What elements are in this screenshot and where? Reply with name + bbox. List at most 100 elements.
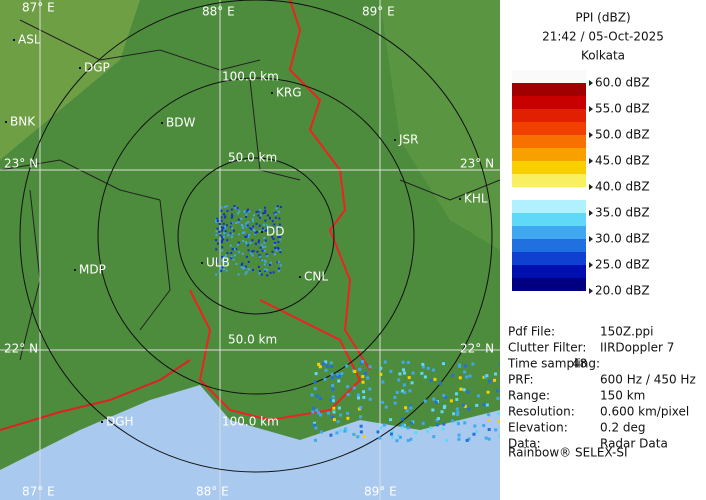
- echo: [452, 412, 456, 416]
- echo: [485, 374, 489, 378]
- echo: [241, 252, 244, 255]
- echo: [230, 216, 233, 219]
- echo: [271, 235, 274, 238]
- grid-label: 88° E: [202, 5, 235, 19]
- echo: [243, 266, 246, 269]
- echo: [356, 393, 360, 397]
- echo: [233, 254, 236, 257]
- echo: [339, 413, 343, 417]
- echo: [275, 249, 278, 252]
- echo: [401, 389, 405, 393]
- echo: [336, 420, 340, 424]
- echo: [487, 413, 491, 417]
- info-key: Clutter Filter:: [508, 341, 586, 355]
- echo: [255, 230, 258, 233]
- echo: [264, 269, 267, 272]
- echo: [263, 263, 266, 266]
- echo: [323, 377, 327, 381]
- echo: [272, 229, 275, 232]
- echo: [262, 246, 265, 249]
- echo: [223, 205, 226, 208]
- echo: [264, 245, 267, 248]
- echo: [455, 392, 459, 396]
- echo: [465, 438, 469, 442]
- echo: [266, 274, 269, 277]
- echo: [279, 264, 282, 267]
- echo: [245, 215, 248, 218]
- echo: [218, 270, 221, 273]
- echo: [311, 410, 315, 414]
- echo: [223, 255, 226, 258]
- echo: [225, 254, 228, 257]
- legend-label: 20.0 dBZ: [595, 284, 650, 298]
- echo: [271, 220, 274, 223]
- legend-label: 40.0 dBZ: [595, 180, 650, 194]
- grid-label: 89° E: [362, 5, 395, 19]
- echo: [426, 366, 430, 370]
- range-ring: [177, 157, 335, 315]
- legend-band: [512, 278, 586, 291]
- echo: [313, 423, 317, 427]
- echo: [226, 239, 229, 242]
- echo: [318, 396, 322, 400]
- echo: [227, 234, 230, 237]
- echo: [258, 224, 261, 227]
- echo: [400, 425, 404, 429]
- echo: [332, 406, 336, 410]
- echo: [329, 398, 333, 402]
- echo: [462, 388, 466, 392]
- echo: [215, 220, 218, 223]
- echo: [248, 210, 251, 213]
- echo: [222, 267, 225, 270]
- echo: [405, 409, 409, 413]
- echo: [378, 436, 382, 440]
- legend-arrow: [589, 262, 593, 268]
- echo: [273, 243, 276, 246]
- echo: [471, 362, 475, 366]
- echo: [252, 220, 255, 223]
- place-label: KRG: [276, 86, 302, 100]
- echo: [272, 271, 275, 274]
- echo: [244, 235, 247, 238]
- echo: [237, 218, 240, 221]
- echo: [494, 372, 498, 376]
- echo: [254, 231, 257, 234]
- echo: [243, 231, 246, 234]
- legend-band: [512, 161, 586, 174]
- echo: [313, 380, 317, 384]
- legend-arrow: [589, 80, 593, 86]
- echo: [215, 230, 218, 233]
- echo: [406, 360, 410, 364]
- info-key: Pdf File:: [508, 325, 555, 339]
- info-value: 48: [572, 357, 587, 371]
- echo: [269, 261, 272, 264]
- info-value: IIRDoppler 7: [600, 341, 674, 355]
- legend-band: [512, 96, 586, 109]
- echo: [220, 216, 223, 219]
- echo: [273, 253, 276, 256]
- echo: [220, 229, 223, 232]
- echo: [255, 222, 258, 225]
- echo: [266, 254, 269, 257]
- echo: [278, 210, 281, 213]
- echo: [310, 393, 314, 397]
- legend-band: [512, 226, 586, 239]
- echo: [326, 411, 330, 415]
- echo: [352, 432, 356, 436]
- echo: [236, 243, 239, 246]
- echo: [261, 259, 264, 262]
- echo: [226, 260, 229, 263]
- echo: [235, 263, 238, 266]
- echo: [485, 403, 489, 407]
- echo: [274, 216, 277, 219]
- echo: [230, 236, 233, 239]
- echo: [402, 383, 406, 387]
- echo: [368, 365, 372, 369]
- echo: [235, 248, 238, 251]
- echo: [498, 434, 502, 438]
- echo: [278, 217, 281, 220]
- echo: [404, 406, 408, 410]
- echo: [318, 365, 322, 369]
- echo: [240, 263, 243, 266]
- echo: [275, 207, 278, 210]
